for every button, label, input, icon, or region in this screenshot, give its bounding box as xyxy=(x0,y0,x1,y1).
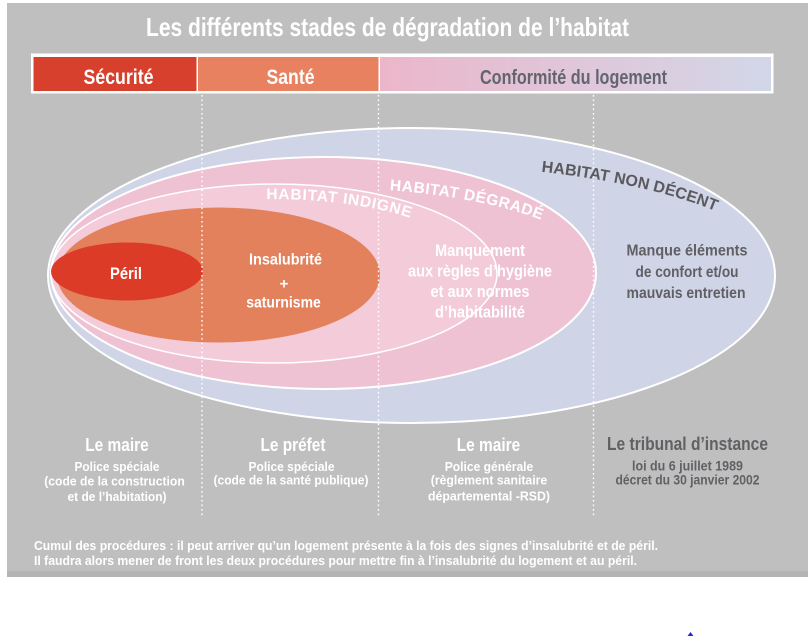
svg-text:Le préfet: Le préfet xyxy=(261,435,326,455)
svg-text:et aux normes: et aux normes xyxy=(431,283,530,301)
svg-text:Police spéciale: Police spéciale xyxy=(75,459,160,474)
svg-text:saturnisme: saturnisme xyxy=(246,295,321,312)
svg-text:de confort et/ou: de confort et/ou xyxy=(636,264,739,281)
svg-text:Santé: Santé xyxy=(267,66,315,89)
svg-text:+: + xyxy=(280,276,289,293)
svg-text:Il faudra alors mener de front: Il faudra alors mener de front les deux … xyxy=(34,553,637,568)
svg-text:départemental -RSD): départemental -RSD) xyxy=(428,489,550,504)
svg-text:Les différents stades de dégra: Les différents stades de dégradation de … xyxy=(146,12,629,42)
svg-text:d’habitabilité: d’habitabilité xyxy=(435,304,525,322)
svg-text:(règlement sanitaire: (règlement sanitaire xyxy=(431,473,548,488)
svg-text:Le maire: Le maire xyxy=(457,435,521,455)
svg-text:(code de la construction: (code de la construction xyxy=(44,474,185,489)
svg-text:Police générale: Police générale xyxy=(445,459,534,474)
svg-text:mauvais entretien: mauvais entretien xyxy=(627,285,746,302)
svg-text:Manquement: Manquement xyxy=(435,242,525,260)
svg-text:décret du 30 janvier 2002: décret du 30 janvier 2002 xyxy=(616,472,760,488)
svg-text:Sécurité: Sécurité xyxy=(84,66,154,89)
svg-text:Le maire: Le maire xyxy=(85,435,149,455)
svg-text:Péril: Péril xyxy=(110,265,142,283)
svg-text:Conformité du logement: Conformité du logement xyxy=(480,67,667,89)
svg-text:loi du 6 juillet 1989: loi du 6 juillet 1989 xyxy=(632,458,743,474)
svg-text:Insalubrité: Insalubrité xyxy=(249,252,322,269)
svg-text:aux règles d’hygiène: aux règles d’hygiène xyxy=(408,263,552,281)
svg-text:Police spéciale: Police spéciale xyxy=(249,459,335,474)
svg-text:Manque éléments: Manque éléments xyxy=(627,243,748,260)
svg-text:et de l’habitation): et de l’habitation) xyxy=(68,489,167,504)
svg-text:Cumul des procédures : il peut: Cumul des procédures : il peut arriver q… xyxy=(34,538,658,553)
svg-text:Le tribunal d’instance: Le tribunal d’instance xyxy=(607,434,768,454)
svg-text:(code de la santé publique): (code de la santé publique) xyxy=(214,473,369,488)
